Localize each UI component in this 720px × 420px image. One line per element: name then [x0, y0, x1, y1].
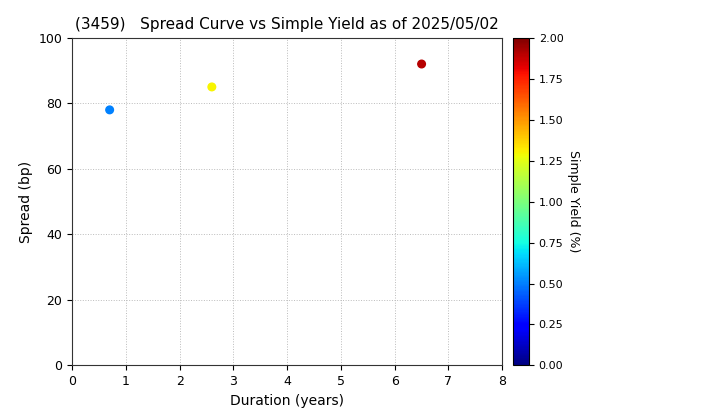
Title: (3459)   Spread Curve vs Simple Yield as of 2025/05/02: (3459) Spread Curve vs Simple Yield as o… — [76, 18, 499, 32]
Point — [416, 60, 428, 67]
Y-axis label: Spread (bp): Spread (bp) — [19, 160, 33, 243]
Point — [104, 107, 115, 113]
Y-axis label: Simple Yield (%): Simple Yield (%) — [567, 150, 580, 253]
Point — [206, 84, 217, 90]
X-axis label: Duration (years): Duration (years) — [230, 394, 344, 408]
